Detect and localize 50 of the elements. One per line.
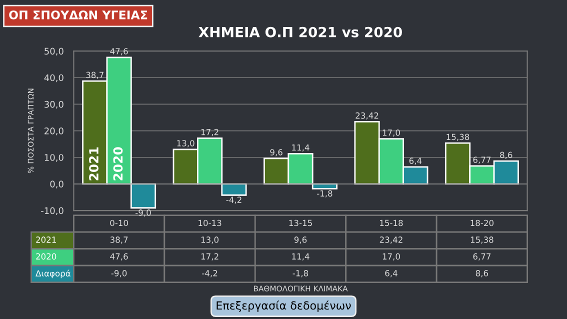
data-label: -1,8 <box>292 270 308 278</box>
data-label: 13,0 <box>201 236 219 244</box>
y-tick-label: 0,0 <box>50 180 64 188</box>
y-tick-label: 50,0 <box>44 48 64 56</box>
x-tick-label: 13-15 <box>289 220 312 226</box>
x-tick-label: 0-10 <box>110 220 128 226</box>
text: 11,4 <box>292 144 310 152</box>
text: Διαφορά <box>36 270 70 278</box>
text: -1,8 <box>316 190 332 198</box>
x-tick-label: 10-13 <box>198 220 222 226</box>
text: 38,7 <box>86 72 104 79</box>
text: 47,6 <box>110 48 128 56</box>
data-label: -4,2 <box>202 270 218 278</box>
y-tick-label: -10,0 <box>41 207 64 216</box>
series-label: 2020 <box>113 147 123 180</box>
data-label: 15,38 <box>470 236 494 244</box>
y-tick-label: 30,0 <box>44 100 64 109</box>
data-label: 38,7 <box>110 236 128 244</box>
text: 8,6 <box>500 152 512 159</box>
data-label: 17,0 <box>382 253 400 260</box>
text: 2020 <box>36 253 56 260</box>
text: 9,6 <box>270 149 282 156</box>
text: -9,0 <box>136 209 151 217</box>
text: Επεξεργασία δεδομένων <box>216 300 351 312</box>
data-label: -9,0 <box>111 270 127 278</box>
y-tick-label: 40,0 <box>44 74 64 82</box>
chart-title: ΧΗΜΕΙΑ Ο.Π 2021 vs 2020 <box>198 26 402 38</box>
text: 6,77 <box>473 156 491 164</box>
data-label: 47,6 <box>110 253 128 260</box>
text: 15,38 <box>446 134 470 141</box>
y-tick-label: 20,0 <box>44 128 64 136</box>
text: 17,2 <box>201 128 218 136</box>
data-label: 9,6 <box>294 236 307 244</box>
text: 13,0 <box>177 140 194 148</box>
text: ΟΠ ΣΠΟΥΔΩΝ ΥΓΕΙΑΣ <box>9 10 148 20</box>
data-label: 6,77 <box>473 253 491 260</box>
text: 23,42 <box>356 112 378 120</box>
data-label: 11,4 <box>292 253 310 260</box>
x-tick-label: 18-20 <box>470 220 494 226</box>
text: 2021 <box>36 236 56 243</box>
data-label: 23,42 <box>380 236 402 244</box>
text: -4,2 <box>226 196 242 204</box>
text: 17,0 <box>382 129 400 137</box>
data-label: 17,2 <box>201 253 218 260</box>
series-label: 2021 <box>89 147 99 180</box>
data-label: 8,6 <box>476 270 488 278</box>
data-label: 6,4 <box>385 270 398 278</box>
x-tick-label: 15-18 <box>380 220 403 226</box>
y-tick-label: 10,0 <box>44 154 64 162</box>
text: 6,4 <box>409 158 422 165</box>
